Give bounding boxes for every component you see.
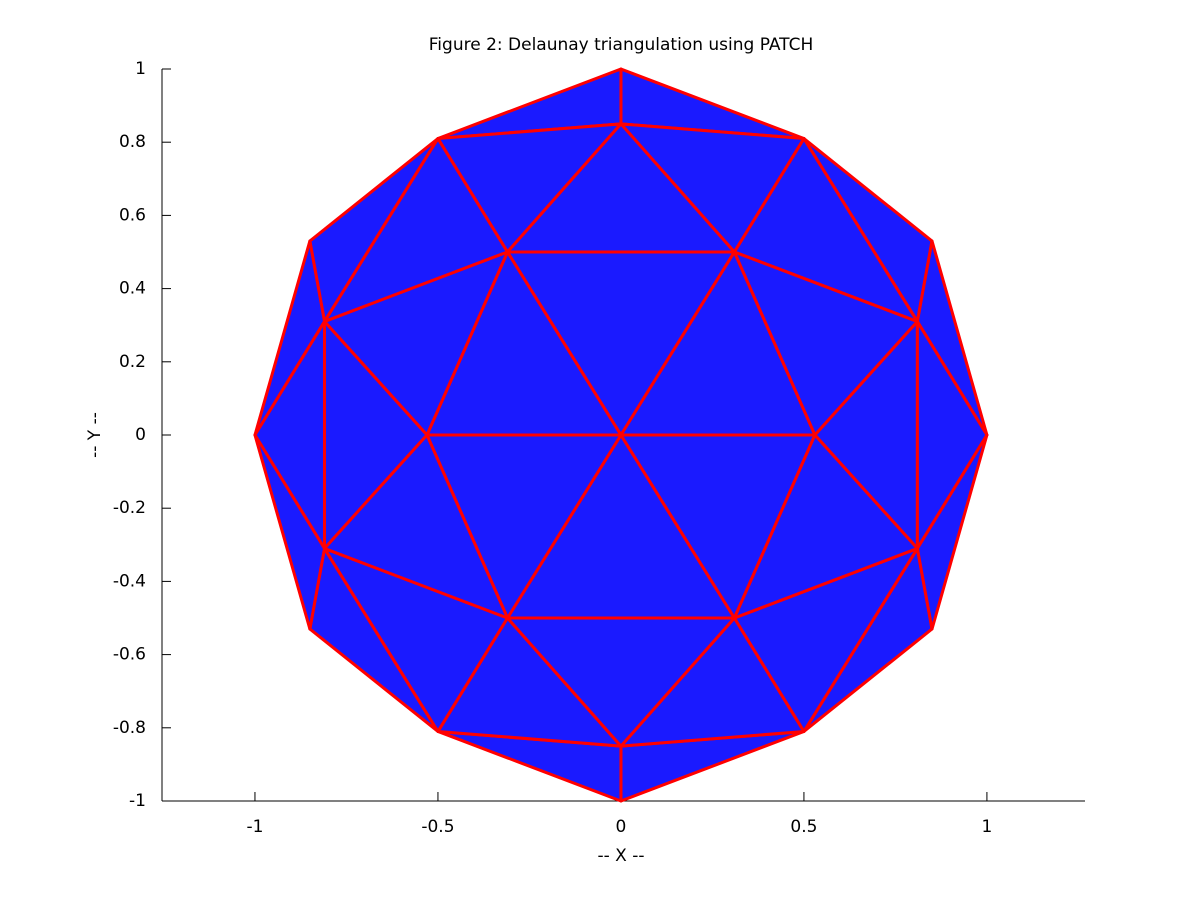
x-axis-label: -- X -- — [598, 846, 645, 866]
x-tick-label: -1 — [246, 817, 263, 837]
x-tick-label: 0.5 — [790, 817, 817, 837]
x-tick-label: 0 — [616, 817, 627, 837]
chart-title: Figure 2: Delaunay triangulation using P… — [429, 35, 813, 55]
x-tick-label: 1 — [982, 817, 993, 837]
y-tick-label: 0.2 — [119, 352, 146, 372]
y-tick-label: 0.8 — [119, 132, 146, 152]
y-tick-label: -1 — [129, 791, 146, 811]
y-tick-label: 0.6 — [119, 205, 146, 225]
y-tick-label: -0.4 — [113, 571, 146, 591]
y-tick-label: -0.8 — [113, 718, 146, 738]
y-tick-label: 1 — [135, 59, 146, 79]
y-tick-label: -0.6 — [113, 645, 146, 665]
x-tick-label: -0.5 — [421, 817, 454, 837]
y-axis-label: -- Y -- — [85, 412, 105, 458]
triangle — [253, 433, 326, 631]
y-tick-label: 0 — [135, 425, 146, 445]
y-tick-label: 0.4 — [119, 279, 146, 299]
triangle — [915, 433, 989, 631]
triangle — [732, 433, 919, 620]
y-tick-label: -0.2 — [113, 498, 146, 518]
triangle — [322, 433, 509, 620]
